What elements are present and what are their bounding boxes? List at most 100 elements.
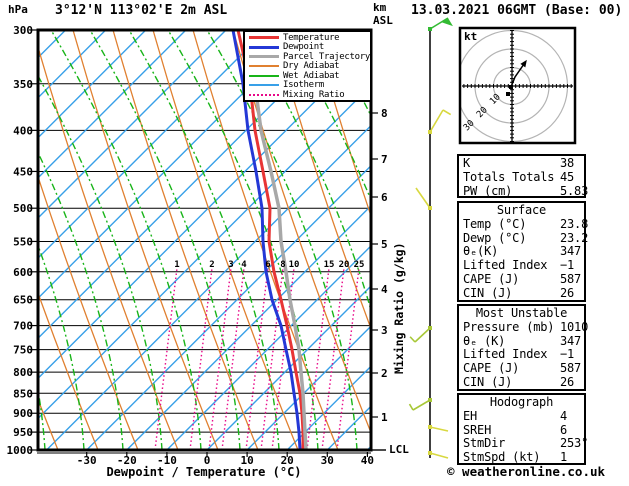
- mixing-ratio-value-label: 2: [209, 260, 214, 270]
- indices-table-row: EH 4: [463, 408, 584, 424]
- index-value: 587: [560, 361, 582, 376]
- indices-table: Surface Temp (°C) 23.8 Dewp (°C) 23.2 θₑ(K) 34…: [457, 201, 588, 302]
- legend-row: Mixing Ratio: [245, 90, 370, 100]
- temperature-tick-label: -30: [77, 454, 97, 467]
- index-label: Lifted Index: [463, 347, 548, 362]
- indices-table-row: θₑ(K) 347: [463, 244, 584, 259]
- index-label: CIN (J): [463, 285, 513, 300]
- temperature-tick-label: 10: [240, 454, 253, 467]
- wind-barb-stick: [429, 452, 449, 459]
- pressure-unit-label: hPa: [8, 3, 28, 16]
- legend-line-sample: [249, 65, 279, 68]
- pressure-tick-label: 850: [13, 387, 33, 400]
- mixing-ratio-value-label: 20: [339, 260, 350, 270]
- pressure-tick-label: 550: [13, 235, 33, 248]
- mixing-ratio-value-label: 10: [289, 260, 300, 270]
- mixing-ratio-line: [336, 267, 360, 450]
- mixing-ratio-line: [306, 267, 330, 450]
- dry-adiabat-line: [112, 30, 259, 450]
- indices-table-row: Lifted Index −1: [463, 347, 584, 362]
- legend-row: Parcel Trajectory: [245, 52, 370, 62]
- legend-row: Dewpoint: [245, 42, 370, 52]
- indices-table-row: θₑ (K) 347: [463, 333, 584, 349]
- legend-line-sample: [249, 93, 279, 96]
- altitude-tick-label: 8: [381, 107, 388, 120]
- indices-table-row: Pressure (mb) 1010: [463, 320, 588, 335]
- wet-adiabat-line: [38, 243, 85, 450]
- index-label: StmSpd (kt): [463, 450, 541, 465]
- hodograph-storm-marker: [506, 92, 510, 96]
- altitude-tick-label: 4: [381, 283, 388, 296]
- index-label: θₑ (K): [463, 333, 506, 348]
- dry-adiabat-line: [152, 30, 299, 450]
- wet-adiabat-line: [206, 30, 358, 450]
- temperature-tick-label: -20: [117, 454, 137, 467]
- index-value: 347: [560, 244, 582, 259]
- index-value: 23.8: [560, 216, 589, 231]
- wet-adiabat-line: [167, 30, 319, 450]
- wind-barb-stick: [429, 109, 444, 133]
- index-label: PW (cm): [463, 183, 513, 198]
- index-label: Temp (°C): [463, 216, 527, 231]
- pressure-tick-label: 950: [13, 426, 33, 439]
- legend-entry-label: Dry Adiabat: [283, 61, 340, 72]
- pressure-tick-label: 350: [13, 78, 33, 91]
- temperature-tick-label: 20: [281, 454, 294, 467]
- isotherm-line: [246, 325, 371, 450]
- indices-table: K 38 Totals Totals 45 PW (cm) 5.83: [457, 154, 588, 198]
- dry-adiabat-line: [38, 174, 139, 450]
- lcl-label: LCL: [389, 443, 409, 456]
- index-label: EH: [463, 408, 478, 423]
- index-value: 4: [560, 408, 568, 423]
- index-value: −1: [560, 347, 575, 362]
- pressure-tick-label: 800: [13, 366, 33, 379]
- index-label: Totals Totals: [463, 169, 555, 184]
- index-label: θₑ(K): [463, 244, 499, 259]
- indices-table: Most Unstable Pressure (mb) 1010 θₑ (K) 347 L…: [457, 304, 588, 391]
- pressure-tick-label: 300: [13, 24, 33, 37]
- legend-entry-label: Mixing Ratio: [283, 89, 345, 100]
- wet-adiabat-line: [38, 150, 124, 450]
- copyright: © weatheronline.co.uk: [447, 464, 606, 479]
- indices-table-header: Hodograph: [489, 395, 554, 409]
- index-label: CAPE (J): [463, 361, 520, 376]
- indices-table-row: Totals Totals 45: [463, 169, 584, 185]
- mixing-ratio-value-label: 6: [265, 260, 270, 270]
- mixing-ratio-value-label: 8: [280, 260, 285, 270]
- indices-table: Hodograph EH 4 SREH 6 StmDir 253° StmSpd (kt) 1: [457, 393, 588, 465]
- wind-barb: [415, 187, 432, 210]
- pressure-tick-label: 500: [13, 202, 33, 215]
- wet-adiabat-line: [89, 30, 241, 450]
- hodograph-wind-trace: [510, 63, 525, 88]
- isotherm-line: [38, 30, 147, 139]
- isotherm-line: [38, 30, 227, 219]
- dry-adiabat-line: [72, 30, 219, 450]
- legend-entry-label: Temperature: [283, 32, 340, 43]
- indices-table-row: SREH 6: [463, 422, 584, 438]
- indices-table-row: Temp (°C) 23.8: [463, 216, 588, 232]
- wind-barb: [409, 326, 432, 343]
- wind-barb-feather: [442, 109, 452, 116]
- isotherm-line: [46, 124, 371, 450]
- mixing-ratio-line: [154, 267, 178, 450]
- isotherm-line: [166, 244, 371, 450]
- index-label: CAPE (J): [463, 271, 520, 286]
- hodograph-ring-label: 10: [488, 92, 503, 107]
- pressure-tick-label: 600: [13, 266, 33, 279]
- index-value: 6: [560, 422, 568, 437]
- indices-table-row: CIN (J) 26: [463, 375, 584, 390]
- station-title: 3°12'N 113°02'E 2m ASL: [55, 3, 228, 18]
- hodograph-trace-arrowhead: [520, 59, 527, 68]
- indices-table-row: CAPE (J) 587: [463, 361, 584, 376]
- plot-border: [36, 28, 373, 452]
- altitude-tick-label: 7: [381, 153, 388, 166]
- pressure-tick-label: 900: [13, 407, 33, 420]
- isotherm-line: [38, 30, 187, 179]
- indices-table-row: Dewp (°C) 23.2: [463, 231, 588, 246]
- indices-table-row: CAPE (J) 587: [463, 271, 584, 287]
- indices-table-row: StmSpd (kt) 1: [463, 450, 584, 465]
- pressure-tick-label: 750: [13, 344, 33, 357]
- plot-area: [38, 30, 371, 450]
